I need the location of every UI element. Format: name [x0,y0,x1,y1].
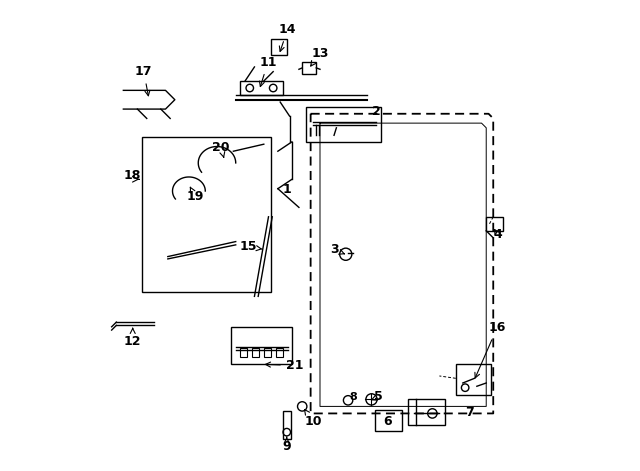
Text: 2: 2 [372,105,381,118]
Bar [456,364,491,395]
Bar [241,348,248,357]
Bar [282,411,291,439]
Bar [275,348,282,357]
Bar [486,217,502,231]
Bar [264,348,271,357]
Bar [252,348,259,357]
Text: 1: 1 [283,183,292,196]
Text: 19: 19 [186,187,204,203]
Text: 21: 21 [266,359,303,372]
Text: 20: 20 [212,141,230,157]
Text: 8: 8 [349,392,357,402]
Text: 12: 12 [124,328,141,348]
Text: 9: 9 [282,437,291,453]
Bar [302,62,316,74]
Text: 3: 3 [330,244,344,256]
Bar [142,137,271,292]
Bar [231,327,292,364]
Text: 5: 5 [371,390,383,403]
Bar [271,39,287,55]
Bar [306,107,381,142]
Text: 17: 17 [135,65,152,96]
Text: 10: 10 [305,410,322,428]
Text: 4: 4 [493,228,502,241]
Text: 16: 16 [475,322,506,378]
Text: 6: 6 [383,415,392,428]
Text: 11: 11 [259,56,276,87]
Bar [375,410,403,431]
Text: 14: 14 [279,23,296,51]
Text: 7: 7 [465,406,474,419]
Text: 13: 13 [310,47,329,66]
Bar [408,399,445,425]
Text: 15: 15 [239,241,262,253]
Text: 18: 18 [124,169,141,182]
